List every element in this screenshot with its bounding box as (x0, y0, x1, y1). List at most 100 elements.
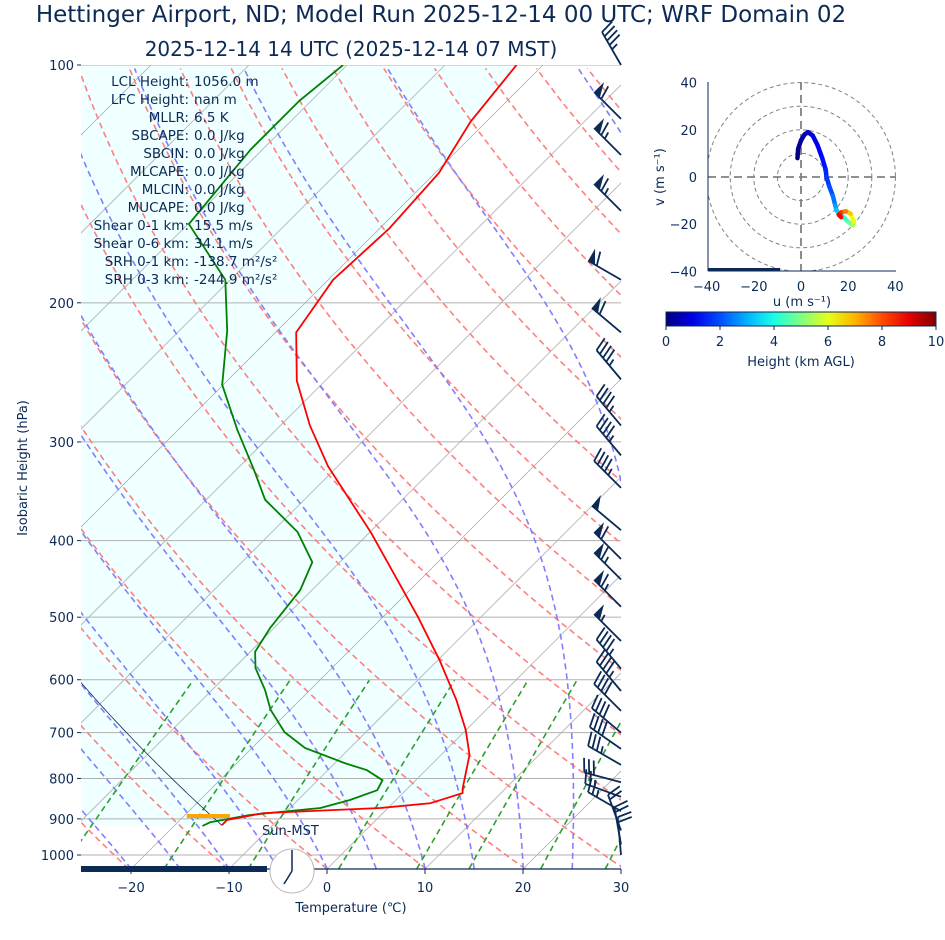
colorbar-tick-label: 0 (662, 335, 670, 350)
hodo-x-label: u (m s⁻¹) (773, 295, 831, 310)
hodograph-grid (707, 82, 896, 271)
hodo-y-label: v (m s⁻¹) (653, 148, 668, 206)
stat-label: SRH 0-3 km: (105, 272, 189, 288)
daylight-bar (81, 866, 267, 872)
y-tick-label: 200 (49, 297, 74, 312)
barb-flag (592, 495, 601, 511)
y-tick-label: 400 (49, 535, 74, 550)
colorbar-tick-label: 8 (878, 335, 886, 350)
clock-label: Sun-MST (262, 824, 319, 839)
isotherm-line (523, 65, 945, 869)
dry-adiabat (638, 68, 945, 868)
isotherm-line (621, 65, 945, 869)
wind-barbs (584, 22, 632, 855)
y-tick-label: 1000 (41, 849, 74, 864)
barb-staff (594, 448, 621, 488)
x-tick-label: 20 (515, 881, 532, 896)
wind-barb (588, 249, 621, 280)
barb-flag (592, 297, 601, 313)
y-tick-label: 300 (49, 436, 74, 451)
hodo-x-tick-label: 0 (797, 280, 805, 295)
hodo-y-tick-label: −40 (670, 265, 697, 280)
x-axis-label: Temperature (℃) (294, 901, 406, 916)
hodo-bar (708, 268, 780, 271)
stat-value: 34.1 m/s (194, 236, 253, 252)
x-tick-label: 10 (417, 881, 434, 896)
y-tick-label: 500 (49, 611, 74, 626)
hodograph-ticks: −40 40 −20 20 0 0 20 −20 40 −40 (670, 77, 904, 295)
isotherm-line (425, 65, 945, 869)
colorbar-tick-label: 2 (716, 335, 724, 350)
hodo-x-tick-label: 40 (887, 280, 904, 295)
dry-adiabat (842, 68, 945, 868)
stat-label: MLLR: (149, 110, 189, 126)
y-tick-label: 100 (49, 59, 74, 74)
x-tick-label: 0 (323, 881, 331, 896)
clock-icon (270, 849, 314, 893)
stat-label: Shear 0-6 km: (94, 236, 189, 252)
dry-adiabat (791, 68, 945, 868)
hodo-x-tick-label: −40 (693, 280, 720, 295)
barb-staff (602, 22, 621, 65)
stat-value: 0.0 J/kg (194, 128, 245, 144)
hodo-x-tick-label: 20 (840, 280, 857, 295)
wind-barb (597, 338, 621, 379)
barb-staff (592, 695, 621, 733)
stat-value: -138.7 m²/s² (194, 254, 277, 270)
y-tick-label: 900 (49, 813, 74, 828)
stat-value: 15.5 m/s (194, 218, 253, 234)
mixing-ratio-line (653, 680, 749, 869)
colorbar-tick-label: 4 (770, 335, 778, 350)
dry-adiabat (893, 68, 945, 868)
stat-value: 1056.0 m (194, 74, 259, 90)
hodograph-trace (797, 132, 854, 225)
wind-barb (592, 695, 621, 733)
dry-adiabat (435, 68, 945, 868)
stat-value: 0.0 J/kg (194, 200, 245, 216)
y-tick-label: 800 (49, 772, 74, 787)
wind-barb (614, 801, 628, 845)
figure-title: Hettinger Airport, ND; Model Run 2025-12… (36, 2, 846, 28)
wind-barb (592, 495, 621, 530)
stat-value: nan m (194, 92, 237, 108)
y-axis-label: Isobaric Height (hPa) (16, 400, 31, 536)
barb-staff (597, 338, 621, 379)
colorbar-bar (666, 312, 936, 326)
colorbar-tick-label: 6 (824, 335, 832, 350)
wind-barb (594, 604, 621, 641)
stat-label: SRH 0-1 km: (105, 254, 189, 270)
hodo-y-tick-label: 0 (689, 171, 697, 186)
dry-adiabat (689, 68, 945, 868)
hodo-y-tick-label: 40 (680, 77, 697, 92)
figure-subtitle: 2025-12-14 14 UTC (2025-12-14 07 MST) (145, 37, 558, 61)
colorbar-tick-label: 10 (928, 335, 945, 350)
stat-value: 0.0 J/kg (194, 146, 245, 162)
isotherm-line (719, 65, 945, 869)
stat-label: LFC Height: (111, 92, 189, 108)
hodo-x-tick-label: −20 (740, 280, 767, 295)
stat-label: MLCAPE: (130, 164, 189, 180)
stat-label: MUCAPE: (128, 200, 189, 216)
x-tick-label: −10 (215, 881, 242, 896)
dry-adiabat (587, 68, 945, 868)
stat-value: 0.0 J/kg (194, 182, 245, 198)
x-tick-label: 30 (613, 881, 630, 896)
wind-barb (594, 118, 621, 155)
height-colorbar: 0 2 4 6 8 10 (662, 312, 944, 350)
hodo-y-tick-label: −20 (670, 218, 697, 233)
stat-value: -244.9 m²/s² (194, 272, 277, 288)
stat-label: Shear 0-1 km: (94, 218, 189, 234)
hodo-y-tick-label: 20 (680, 124, 697, 139)
hodograph-segment (839, 215, 841, 217)
stat-label: MLCIN: (142, 182, 189, 198)
wind-barb (602, 22, 621, 65)
stat-label: SBCIN: (143, 146, 189, 162)
moist-adiabat (719, 68, 827, 868)
stat-value: 0.0 J/kg (194, 164, 245, 180)
mixing-ratio-line (469, 680, 577, 869)
dry-adiabat (486, 68, 945, 868)
